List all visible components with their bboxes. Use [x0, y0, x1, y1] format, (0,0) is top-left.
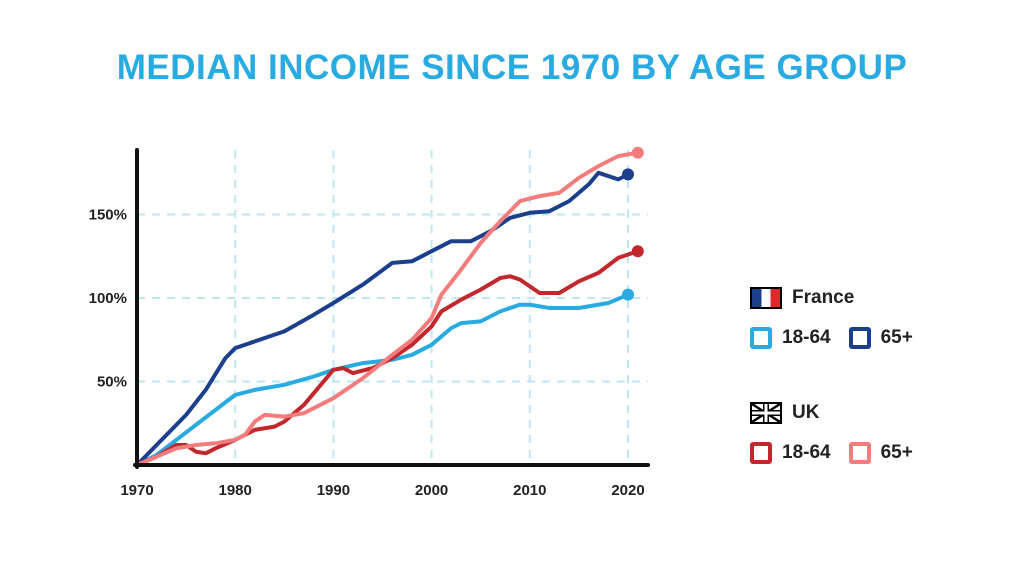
series-end-marker-0 — [622, 288, 634, 301]
legend-country-label: UK — [792, 402, 820, 423]
legend-country-label: France — [792, 287, 855, 308]
series-lines — [135, 146, 644, 467]
series-end-marker-3 — [631, 146, 644, 159]
axes — [133, 148, 650, 469]
tick-labels: 1970 1980 1990 2000 2010 2020 50% 100% 150% — [89, 207, 645, 500]
legend-swatch-uk-18-64 — [750, 442, 772, 464]
uk-flag-icon — [750, 402, 782, 424]
series-end-marker-1 — [622, 168, 634, 181]
legend-swatch-france-65plus — [848, 327, 871, 349]
legend-entry-uk-65plus: 65+ — [848, 442, 913, 464]
x-tick-label-1990: 1990 — [317, 482, 350, 499]
legend-uk: UK 18-64 65+ — [750, 400, 990, 466]
y-tick-label-50: 50% — [97, 374, 127, 391]
legend-label-france-65plus: 65+ — [880, 327, 913, 348]
legend-label-uk-65plus: 65+ — [880, 442, 913, 463]
series-line-2 — [135, 249, 640, 467]
legend-entry-uk-18-64: 18-64 — [750, 442, 831, 464]
x-tick-label-2020: 2020 — [611, 482, 644, 499]
legend-france: France 18-64 65+ — [750, 285, 990, 351]
series-line-0 — [135, 292, 630, 467]
legend-country-uk: UK — [750, 400, 990, 426]
series-end-marker-2 — [631, 245, 644, 258]
legend-country-france: France — [750, 285, 990, 311]
legend-label-uk-18-64: 18-64 — [782, 442, 831, 463]
x-tick-label-1980: 1980 — [219, 482, 252, 499]
x-tick-label-1970: 1970 — [120, 482, 153, 499]
y-tick-label-100: 100% — [89, 290, 127, 307]
chart-title: MEDIAN INCOME SINCE 1970 BY AGE GROUP — [116, 48, 908, 87]
series-line-1 — [135, 170, 630, 467]
x-tick-label-2010: 2010 — [513, 482, 546, 499]
legend-swatch-france-18-64 — [750, 327, 772, 349]
x-tick-label-2000: 2000 — [415, 482, 448, 499]
series-line-3 — [135, 150, 640, 467]
legend-label-france-18-64: 18-64 — [782, 327, 831, 348]
grid — [137, 150, 648, 465]
legend-row-uk: 18-64 65+ — [750, 440, 990, 466]
legend-row-france: 18-64 65+ — [750, 325, 990, 351]
legend-entry-france-18-64: 18-64 — [750, 327, 831, 349]
y-tick-label-150: 150% — [89, 207, 127, 224]
legend-swatch-uk-65plus — [848, 442, 871, 464]
france-flag-icon — [750, 287, 782, 309]
legend-entry-france-65plus: 65+ — [848, 327, 913, 349]
